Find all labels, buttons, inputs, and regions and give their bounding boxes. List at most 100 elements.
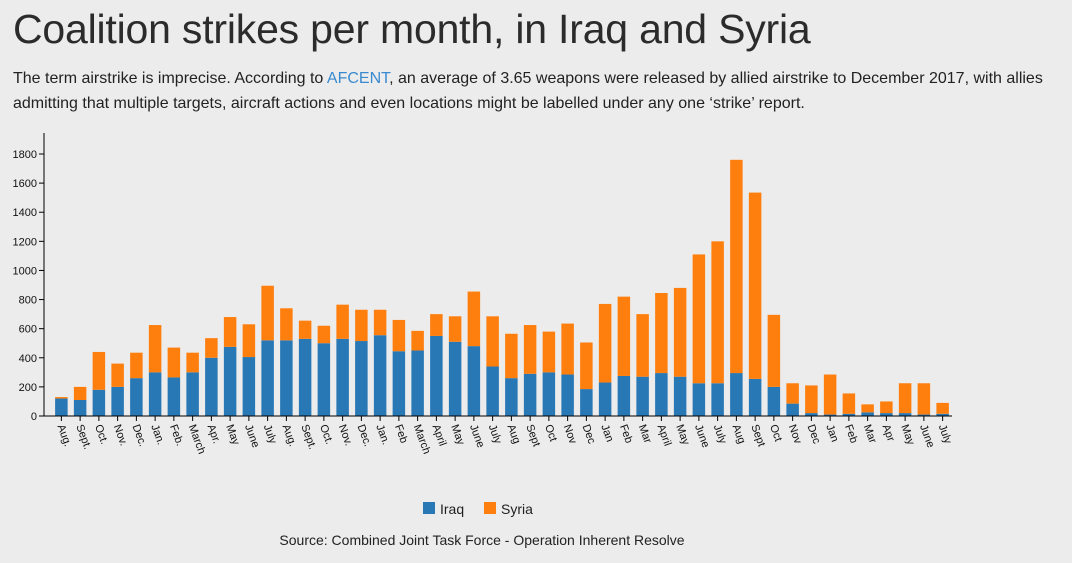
y-tick-label: 1000 bbox=[13, 265, 37, 277]
x-tick-label: Nov. bbox=[336, 423, 355, 448]
bar-syria bbox=[148, 325, 162, 373]
bar-syria bbox=[411, 330, 424, 351]
bar-syria bbox=[861, 404, 874, 413]
bar-syria bbox=[223, 317, 237, 347]
x-tick-label: June bbox=[467, 423, 486, 450]
bar-syria bbox=[92, 351, 106, 390]
bar-syria bbox=[617, 296, 631, 376]
bar-syria bbox=[486, 316, 499, 367]
bar-iraq bbox=[448, 341, 462, 416]
bar-syria bbox=[580, 342, 593, 390]
bar-syria bbox=[636, 314, 649, 377]
bar-iraq bbox=[692, 383, 706, 416]
bar-syria bbox=[655, 293, 668, 374]
bar-syria bbox=[880, 401, 893, 414]
x-tick-label: Sept. bbox=[73, 423, 93, 451]
bar-syria bbox=[805, 385, 818, 414]
bar-iraq bbox=[636, 376, 649, 416]
x-tick-label: Feb bbox=[617, 423, 635, 445]
x-tick-label: Sept bbox=[748, 423, 767, 448]
bar-iraq bbox=[186, 372, 199, 416]
bar-syria bbox=[823, 374, 837, 415]
bar-iraq bbox=[842, 413, 856, 416]
bar-iraq bbox=[317, 343, 331, 416]
bar-iraq bbox=[730, 373, 743, 416]
bar-syria bbox=[842, 393, 856, 414]
bar-iraq bbox=[523, 373, 537, 416]
bar-iraq bbox=[205, 357, 218, 416]
legend-swatch-syria bbox=[484, 502, 496, 514]
bar-iraq bbox=[92, 389, 106, 416]
x-tick-label: Mar bbox=[636, 423, 654, 445]
x-tick-label: Aug. bbox=[55, 423, 74, 448]
bar-syria bbox=[130, 352, 143, 379]
y-tick-label: 1600 bbox=[13, 178, 37, 190]
y-tick-label: 800 bbox=[19, 295, 37, 307]
bar-iraq bbox=[505, 378, 518, 416]
bar-syria bbox=[598, 303, 612, 383]
y-tick-label: 1200 bbox=[13, 236, 37, 248]
x-tick-label: June bbox=[917, 423, 936, 450]
x-tick-label: Aug bbox=[730, 423, 748, 446]
x-tick-label: Feb. bbox=[167, 423, 186, 448]
afcent-link[interactable]: AFCENT bbox=[326, 70, 390, 87]
bar-iraq bbox=[223, 346, 237, 416]
bar-syria bbox=[392, 319, 406, 352]
y-tick-label: 1400 bbox=[13, 207, 37, 219]
x-tick-label: Oct. bbox=[92, 423, 110, 446]
bar-iraq bbox=[148, 372, 162, 416]
bar-syria bbox=[748, 192, 762, 379]
bar-syria bbox=[55, 397, 68, 399]
bar-iraq bbox=[880, 413, 893, 416]
bar-iraq bbox=[917, 414, 931, 416]
x-tick-label: Feb bbox=[842, 423, 860, 445]
source-note: Source: Combined Joint Task Force - Oper… bbox=[279, 532, 685, 548]
bar-iraq bbox=[898, 413, 912, 416]
bar-iraq bbox=[373, 335, 387, 416]
chart-title: Coalition strikes per month, in Iraq and… bbox=[13, 6, 811, 52]
bar-iraq bbox=[298, 338, 312, 416]
bar-iraq bbox=[561, 374, 574, 416]
bar-iraq bbox=[55, 398, 68, 416]
bar-iraq bbox=[598, 382, 612, 416]
legend-label-iraq: Iraq bbox=[440, 501, 464, 517]
bar-syria bbox=[186, 352, 199, 373]
x-tick-label: Sept. bbox=[298, 423, 318, 451]
x-tick-label: May bbox=[448, 423, 467, 447]
bar-iraq bbox=[542, 372, 556, 416]
bar-syria bbox=[261, 285, 274, 341]
bar-iraq bbox=[823, 414, 837, 416]
legend-swatch-iraq bbox=[423, 502, 435, 514]
bar-iraq bbox=[467, 346, 481, 416]
x-tick-label: April bbox=[655, 423, 674, 448]
bar-syria bbox=[561, 323, 574, 375]
bar-iraq bbox=[711, 383, 724, 416]
x-tick-label: Mar bbox=[861, 423, 879, 445]
x-tick-label: July bbox=[711, 423, 729, 446]
bar-iraq bbox=[673, 376, 687, 416]
bar-iraq bbox=[430, 335, 443, 416]
bar-iraq bbox=[617, 375, 631, 416]
bar-iraq bbox=[486, 366, 499, 416]
bar-syria bbox=[917, 383, 931, 415]
y-tick-label: 400 bbox=[19, 353, 37, 365]
legend-label-syria: Syria bbox=[501, 501, 533, 517]
bar-syria bbox=[111, 363, 124, 387]
x-tick-label: June bbox=[692, 423, 711, 450]
bar-syria bbox=[467, 291, 481, 347]
bar-syria bbox=[242, 324, 256, 358]
bar-iraq bbox=[767, 386, 781, 416]
bar-iraq bbox=[936, 413, 949, 416]
x-tick-label: Nov bbox=[561, 423, 579, 446]
bar-iraq bbox=[336, 338, 349, 416]
bar-syria bbox=[448, 316, 462, 342]
bar-syria bbox=[692, 254, 706, 384]
bar-iraq bbox=[73, 399, 87, 416]
bar-syria bbox=[373, 309, 387, 336]
x-tick-label: Oct. bbox=[317, 423, 335, 446]
bar-syria bbox=[711, 241, 724, 384]
bar-iraq bbox=[392, 351, 406, 416]
bar-syria bbox=[336, 304, 349, 339]
x-tick-label: June bbox=[242, 423, 261, 450]
x-tick-label: May bbox=[898, 423, 917, 447]
